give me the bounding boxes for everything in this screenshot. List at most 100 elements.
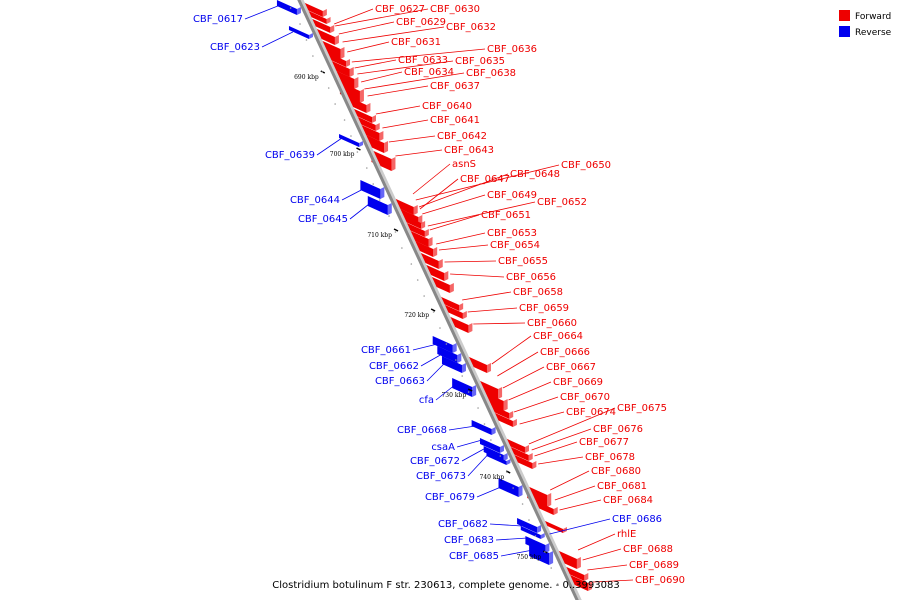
gene-block-fwd-23 bbox=[429, 276, 454, 293]
gene-block-fwd-1 bbox=[306, 10, 331, 24]
tick-mark bbox=[393, 228, 399, 232]
gene-label-cbf-0659: CBF_0659 bbox=[519, 303, 569, 314]
gene-block-face bbox=[508, 446, 529, 461]
gene-block-face bbox=[339, 134, 360, 147]
legend-swatch-forward bbox=[839, 10, 850, 21]
gene-label-cbf-0631: CBF_0631 bbox=[391, 37, 441, 48]
gene-label-cbf-0637: CBF_0637 bbox=[430, 81, 480, 92]
leader-line-cbf-0658 bbox=[462, 291, 512, 301]
gene-block-side bbox=[359, 89, 364, 103]
tick-label: 730 kbp bbox=[441, 392, 466, 399]
minor-tick bbox=[410, 263, 413, 265]
leader-line-cbf-0659 bbox=[467, 307, 518, 313]
gene-block-side bbox=[452, 343, 457, 353]
gene-block-fwd-29 bbox=[483, 392, 508, 411]
leader-line-cbf-0669 bbox=[508, 381, 552, 401]
gene-block-rev-2 bbox=[339, 134, 364, 147]
gene-block-face bbox=[359, 124, 380, 141]
gene-block-side bbox=[308, 33, 313, 39]
gene-label-cbf-0681: CBF_0681 bbox=[597, 481, 647, 492]
minor-tick bbox=[445, 343, 448, 345]
gene-block-side bbox=[322, 9, 327, 17]
gene-block-face bbox=[437, 346, 458, 363]
gene-block-fwd-7 bbox=[334, 70, 359, 89]
gene-block-side bbox=[384, 141, 389, 153]
gene-label-cfa: cfa bbox=[419, 395, 434, 406]
leader-line-cbf-0617 bbox=[244, 4, 281, 20]
gene-block-side bbox=[354, 77, 359, 89]
gene-label-cbf-0673: CBF_0673 bbox=[416, 471, 466, 482]
gene-label-cbf-0654: CBF_0654 bbox=[490, 240, 540, 251]
gene-block-rev-3 bbox=[360, 180, 385, 199]
leader-line-cbf-0677 bbox=[534, 441, 578, 457]
gene-block-fwd-30 bbox=[489, 404, 514, 419]
gene-block-side bbox=[380, 187, 385, 199]
gene-block-face bbox=[355, 116, 376, 131]
gene-label-cbf-0632: CBF_0632 bbox=[446, 22, 496, 33]
gene-block-side bbox=[506, 459, 511, 465]
gene-label-cbf-0623: CBF_0623 bbox=[210, 42, 260, 53]
gene-block-face bbox=[334, 70, 355, 89]
leader-line-cbf-0689 bbox=[587, 564, 628, 571]
gene-label-cbf-0667: CBF_0667 bbox=[546, 362, 596, 373]
gene-block-face bbox=[489, 404, 510, 419]
leader-line-cbf-0648 bbox=[418, 173, 509, 208]
gene-label-cbf-0656: CBF_0656 bbox=[506, 272, 556, 283]
leader-line-cbf-0634 bbox=[360, 71, 403, 83]
gene-block-face bbox=[486, 452, 507, 465]
minor-tick bbox=[483, 423, 486, 425]
gene-block-face bbox=[479, 438, 500, 453]
minor-tick bbox=[455, 359, 457, 361]
leader-line-cbf-0654 bbox=[438, 244, 489, 251]
gene-block-face bbox=[517, 518, 538, 533]
gene-block-side bbox=[524, 445, 529, 453]
gene-label-cbf-0684: CBF_0684 bbox=[603, 495, 653, 506]
gene-block-side bbox=[503, 399, 508, 411]
gene-block-fwd-32 bbox=[504, 438, 529, 453]
gene-block-fwd-13 bbox=[364, 134, 389, 153]
gene-block-side bbox=[461, 363, 466, 373]
leader-line-cbf-0680 bbox=[550, 470, 590, 491]
gene-block-fwd-19 bbox=[408, 230, 433, 247]
gene-label-cbf-0647: CBF_0647 bbox=[460, 174, 510, 185]
gene-block-face bbox=[360, 180, 381, 199]
leader-line-cbf-0653 bbox=[436, 232, 486, 245]
leader-line-cbf-0633 bbox=[354, 59, 397, 69]
gene-block-fwd-40 bbox=[568, 574, 593, 591]
gene-block-side bbox=[545, 543, 550, 553]
gene-labels: CBF_0627 CBF_0630 CBF_0629 CBF_0632 CBF_0631… bbox=[193, 4, 685, 586]
gene-block-face bbox=[320, 40, 341, 59]
gene-label-csaa: csaA bbox=[431, 442, 455, 453]
gene-block-fwd-36 bbox=[533, 500, 558, 515]
gene-label-cbf-0663: CBF_0663 bbox=[375, 376, 425, 387]
gene-block-face bbox=[527, 486, 548, 507]
gene-block-side bbox=[330, 25, 335, 33]
gene-block-rev-15 bbox=[525, 536, 550, 553]
gene-block-side bbox=[359, 141, 364, 147]
gene-block-face bbox=[424, 264, 445, 281]
gene-block-fwd-11 bbox=[355, 116, 380, 131]
genome-axis-shadow bbox=[300, 0, 582, 600]
gene-block-fwd-14 bbox=[371, 150, 396, 171]
gene-label-cbf-0641: CBF_0641 bbox=[430, 115, 480, 126]
legend-swatch-reverse bbox=[839, 26, 850, 37]
gene-block-face bbox=[525, 536, 546, 553]
tick-mark bbox=[430, 308, 436, 312]
gene-label-cbf-0676: CBF_0676 bbox=[593, 424, 643, 435]
gene-block-side bbox=[491, 427, 496, 435]
gene-label-cbf-0672: CBF_0672 bbox=[410, 456, 460, 467]
gene-block-fwd-5 bbox=[326, 52, 351, 67]
gene-block-face bbox=[364, 134, 385, 153]
leader-line-cbf-0667 bbox=[502, 366, 545, 389]
leader-line-cbf-0627 bbox=[334, 8, 374, 25]
gene-block-rev-0 bbox=[276, 0, 301, 15]
gene-block-fwd-31 bbox=[492, 412, 517, 427]
gene-block-fwd-21 bbox=[418, 252, 443, 269]
gene-label-cbf-0674: CBF_0674 bbox=[566, 407, 616, 418]
gene-block-fwd-20 bbox=[413, 240, 438, 257]
minor-tick bbox=[499, 455, 502, 457]
leader-line-cbf-0629 bbox=[338, 21, 395, 35]
minor-tick bbox=[378, 199, 381, 201]
leader-line-cbf-0642 bbox=[388, 135, 436, 143]
